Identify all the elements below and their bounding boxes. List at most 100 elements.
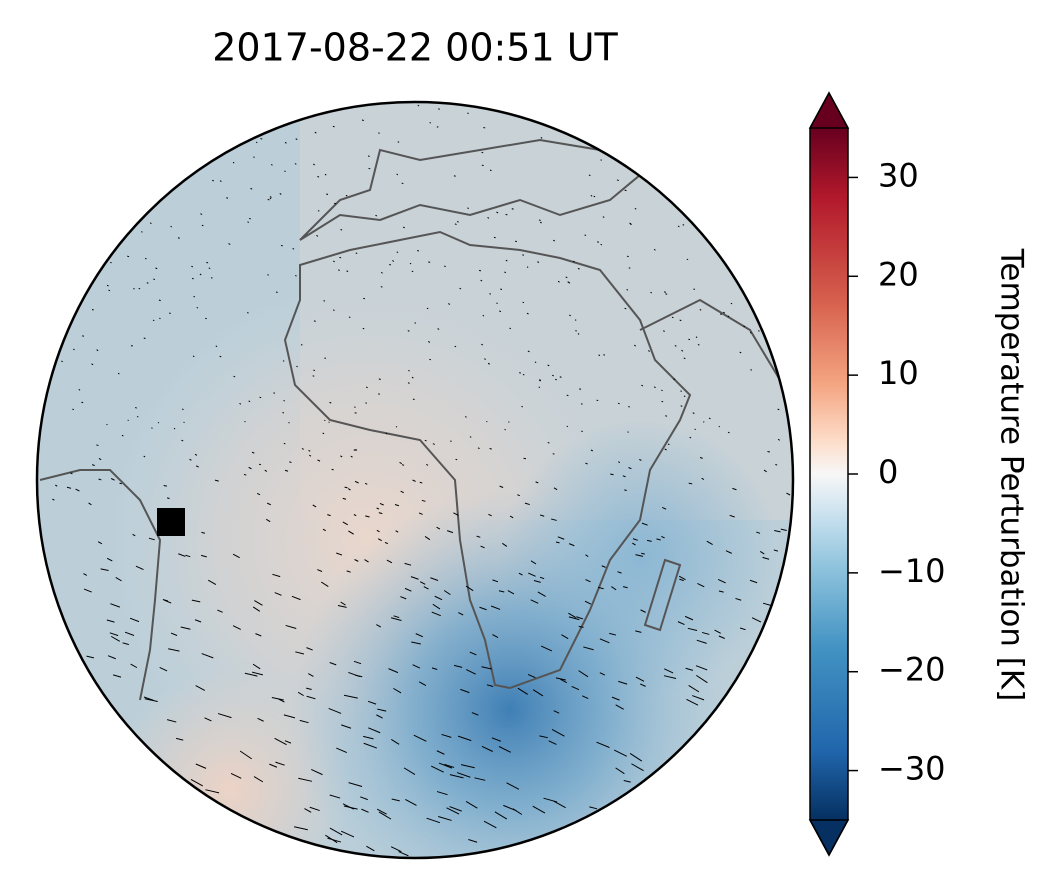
wind-dash <box>135 406 137 409</box>
wind-dash <box>112 674 122 678</box>
wind-dash <box>283 714 296 719</box>
wind-dash <box>537 591 546 597</box>
wind-dash <box>248 400 251 403</box>
wind-dash <box>593 195 596 198</box>
wind-dash <box>380 272 383 274</box>
wind-dash <box>437 328 440 330</box>
wind-dash <box>429 122 432 124</box>
wind-dash <box>576 616 584 620</box>
wind-dash <box>725 550 732 554</box>
wind-dash <box>682 224 685 226</box>
wind-dash <box>454 345 457 348</box>
coastline <box>643 558 682 632</box>
wind-dash <box>329 662 337 666</box>
wind-dash <box>492 579 499 583</box>
wind-dash <box>735 597 742 601</box>
wind-dash <box>597 241 600 243</box>
wind-dash <box>685 667 694 671</box>
wind-dash <box>634 344 637 347</box>
wind-dash <box>635 554 644 557</box>
wind-dash <box>163 484 167 487</box>
wind-dash <box>354 480 359 484</box>
wind-dash <box>312 375 315 377</box>
wind-dash <box>617 402 620 405</box>
wind-dash <box>632 538 638 541</box>
wind-dash <box>505 259 508 262</box>
wind-dash <box>247 221 250 223</box>
wind-dash <box>527 350 530 353</box>
wind-dash <box>106 619 115 623</box>
wind-dash <box>692 412 695 415</box>
wind-dash <box>720 313 722 316</box>
wind-dash <box>650 291 653 294</box>
wind-dash <box>362 327 365 330</box>
wind-dash <box>635 630 642 633</box>
wind-dash <box>553 487 558 491</box>
wind-dash <box>284 142 287 144</box>
coastline <box>39 469 162 701</box>
wind-dash <box>561 634 569 640</box>
wind-dash <box>162 599 169 602</box>
wind-dash <box>663 668 674 674</box>
wind-dash <box>617 571 622 574</box>
wind-dash <box>688 482 693 485</box>
wind-dash <box>692 695 705 701</box>
wind-dash <box>614 749 628 757</box>
wind-dash <box>201 531 206 534</box>
wind-dash <box>539 514 545 517</box>
wind-dash <box>511 208 514 210</box>
wind-dash <box>498 590 505 593</box>
wind-dash <box>365 402 367 404</box>
wind-dash <box>467 207 469 210</box>
wind-dash <box>311 768 323 776</box>
wind-dash <box>661 389 663 392</box>
wind-dash <box>390 617 402 621</box>
globe <box>37 102 793 858</box>
wind-dash <box>391 739 400 745</box>
wind-dash <box>749 579 758 584</box>
wind-dash <box>678 575 686 581</box>
wind-dash <box>232 625 241 630</box>
wind-dash <box>567 281 570 283</box>
wind-dash <box>55 484 58 487</box>
wind-dash <box>476 535 481 538</box>
wind-dash <box>622 586 628 589</box>
wind-dash <box>201 224 204 227</box>
wind-dash <box>519 372 521 374</box>
wind-dash <box>589 806 598 810</box>
wind-dash <box>283 399 285 402</box>
wind-dash <box>309 806 320 812</box>
wind-dash <box>309 454 312 457</box>
wind-dash <box>384 542 389 545</box>
wind-dash <box>430 765 444 773</box>
globe-outline <box>35 100 795 860</box>
wind-dash <box>205 789 220 794</box>
wind-dash <box>477 447 480 450</box>
wind-dash <box>555 677 566 681</box>
wind-dash <box>553 710 560 714</box>
wind-dash <box>228 243 231 245</box>
wind-dash <box>252 671 264 676</box>
wind-dash <box>194 453 198 456</box>
wind-dash <box>121 434 124 437</box>
wind-dash <box>191 599 201 603</box>
wind-dash <box>732 487 737 491</box>
site-marker <box>157 508 185 536</box>
wind-dash <box>578 670 589 678</box>
wind-dash <box>269 197 272 200</box>
wind-dash <box>467 112 469 115</box>
wind-dash <box>569 314 571 317</box>
wind-dash <box>296 365 298 368</box>
wind-dash <box>210 277 213 279</box>
wind-dash <box>253 776 264 783</box>
wind-dash <box>97 541 103 545</box>
wind-dash <box>355 448 358 451</box>
wind-dash <box>481 164 484 167</box>
wind-dash <box>294 826 308 831</box>
wind-dash <box>339 256 342 259</box>
wind-dash <box>566 394 569 397</box>
wind-dash <box>392 260 395 262</box>
wind-dash <box>582 695 589 700</box>
wind-dash <box>275 291 278 294</box>
wind-dash <box>455 458 458 461</box>
